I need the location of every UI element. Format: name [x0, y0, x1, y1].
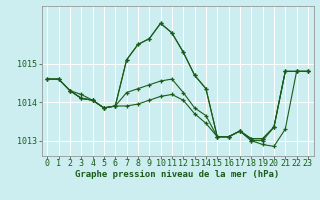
- X-axis label: Graphe pression niveau de la mer (hPa): Graphe pression niveau de la mer (hPa): [76, 170, 280, 179]
